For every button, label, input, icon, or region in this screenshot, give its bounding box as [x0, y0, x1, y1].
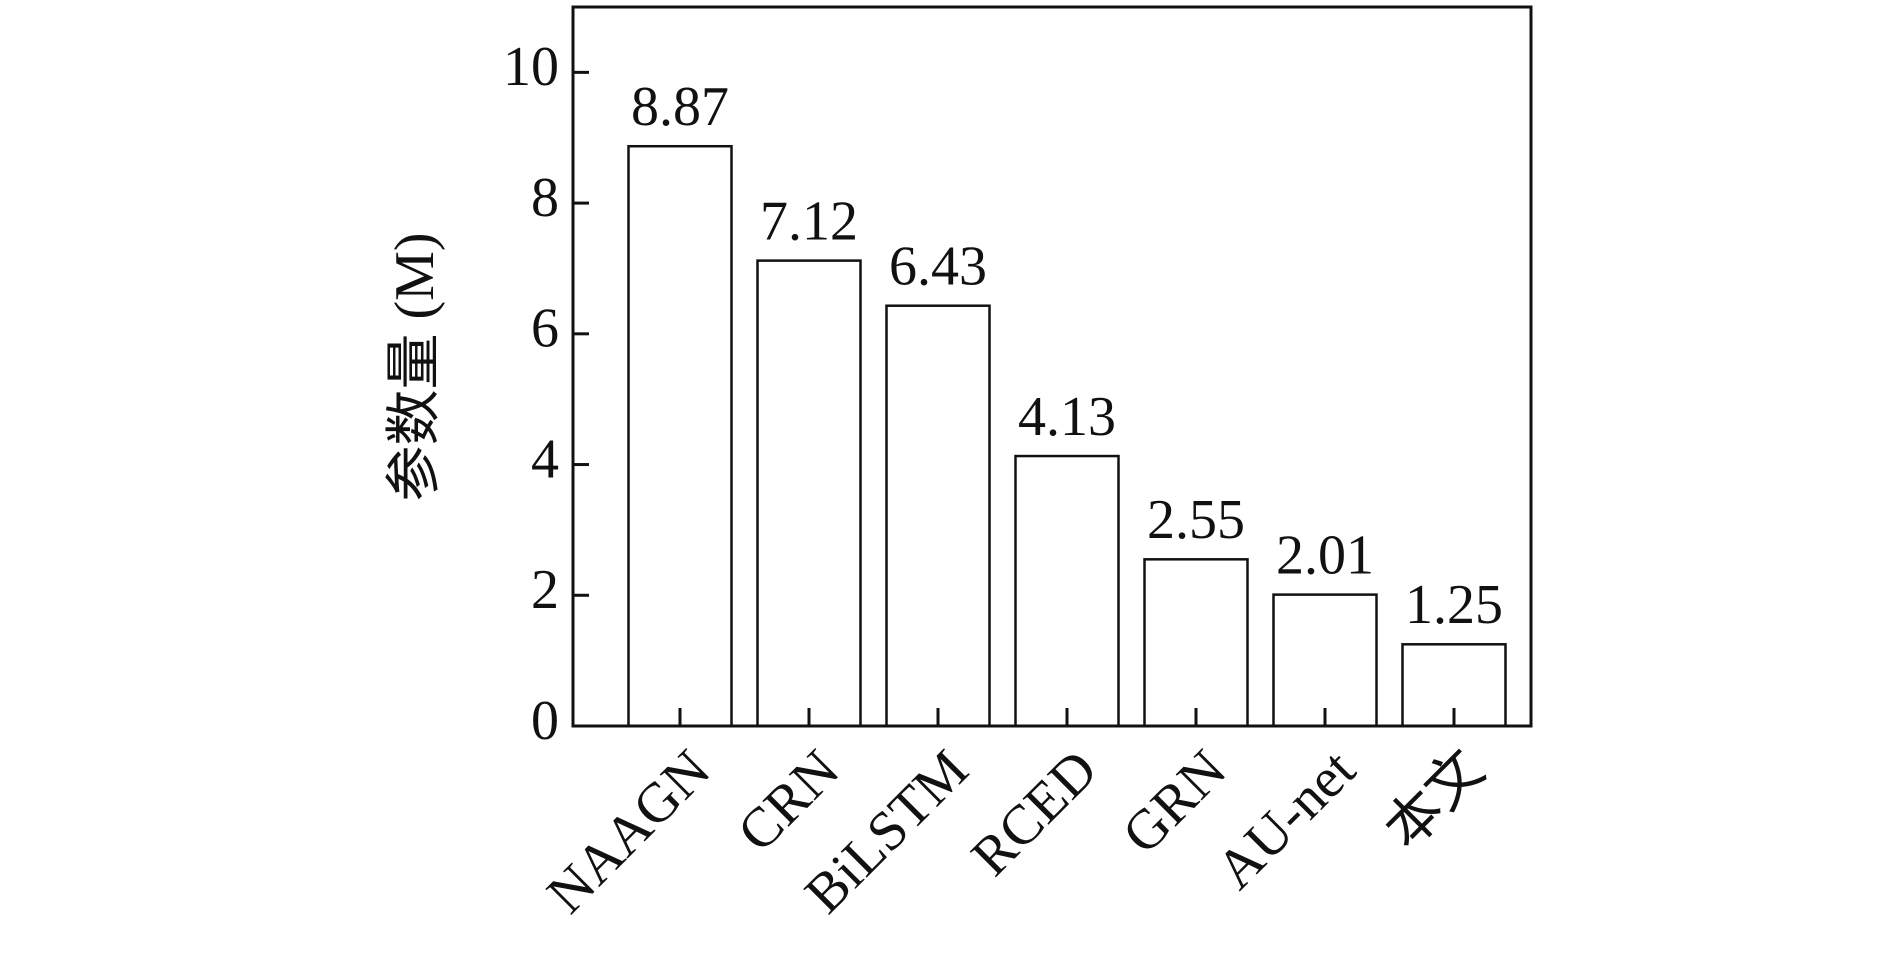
data-label: 4.13	[1018, 386, 1116, 448]
y-tick-label: 10	[503, 36, 559, 98]
bar	[885, 304, 991, 728]
y-axis-label: 参数量 (M)	[384, 232, 446, 501]
bar	[1272, 593, 1378, 728]
data-label: 2.01	[1276, 524, 1374, 586]
bar	[756, 259, 862, 728]
x-tick-label: NAAGN	[535, 738, 722, 925]
bar	[1014, 454, 1120, 728]
y-tick-label: 4	[531, 428, 559, 490]
data-label: 2.55	[1147, 489, 1245, 551]
plot-frame	[571, 5, 1533, 728]
bar	[1143, 558, 1249, 728]
y-tick-label: 8	[531, 167, 559, 229]
x-tick-label: RCED	[960, 738, 1109, 887]
data-label: 6.43	[889, 236, 987, 298]
x-tick-label: AU-net	[1205, 738, 1368, 901]
y-tick-label: 6	[531, 298, 559, 360]
data-label: 7.12	[760, 190, 858, 252]
bar	[627, 144, 733, 728]
data-label: 1.25	[1405, 574, 1503, 636]
data-label: 8.87	[631, 76, 729, 138]
y-tick-label: 2	[531, 559, 559, 621]
y-tick-label: 0	[531, 690, 559, 752]
x-tick-label: 本文	[1373, 738, 1496, 861]
